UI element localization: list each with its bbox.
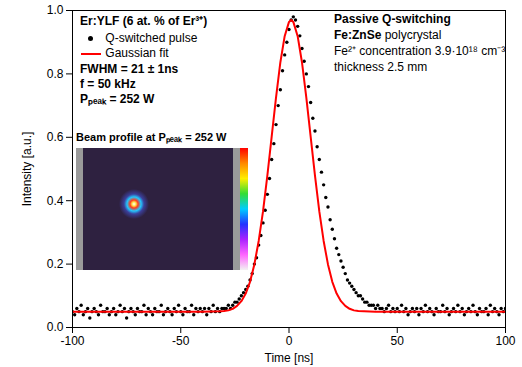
html-text:FWHM = 21 ± 1ns: FWHM = 21 ± 1ns [80,62,179,76]
svg-text:0.8: 0.8 [47,67,64,81]
html-text:Gaussian fit: Gaussian fit [102,46,169,60]
svg-text:1.0: 1.0 [47,3,64,17]
html-text:Passive Q-switching: Passive Q-switching [334,12,451,26]
html-text:Er:YLF (6 at. % of Er³⁺): Er:YLF (6 at. % of Er³⁺) [80,14,208,28]
svg-text:Time [ns]: Time [ns] [265,351,314,365]
svg-text:0.2: 0.2 [47,257,64,271]
html-text:Q-switched pulse: Q-switched pulse [102,31,198,45]
svg-text:-50: -50 [172,334,190,348]
html-text:Beam profile at Pₚₑₐₖ = 252 W: Beam profile at Pₚₑₐₖ = 252 W [76,131,227,143]
svg-text:50: 50 [391,334,405,348]
svg-text:0: 0 [286,334,293,348]
svg-text:100: 100 [495,334,515,348]
html-text:thickness 2.5 mm: thickness 2.5 mm [334,60,428,74]
svg-text:0.0: 0.0 [47,320,64,334]
svg-text:Intensity [a.u.]: Intensity [a.u.] [20,132,34,207]
html-text:Fe:ZnSe polycrystal: Fe:ZnSe polycrystal [334,28,442,42]
svg-text:-100: -100 [60,334,84,348]
html-text:f = 50 kHz: f = 50 kHz [80,77,136,91]
html-text:Fe²⁺ concentration 3.9·10¹⁸ cm: Fe²⁺ concentration 3.9·10¹⁸ cm⁻³ [334,44,506,58]
svg-text:0.4: 0.4 [47,194,64,208]
html-text:Pₚₑₐₖ = 252 W: Pₚₑₐₖ = 252 W [80,92,155,106]
svg-text:0.6: 0.6 [47,130,64,144]
